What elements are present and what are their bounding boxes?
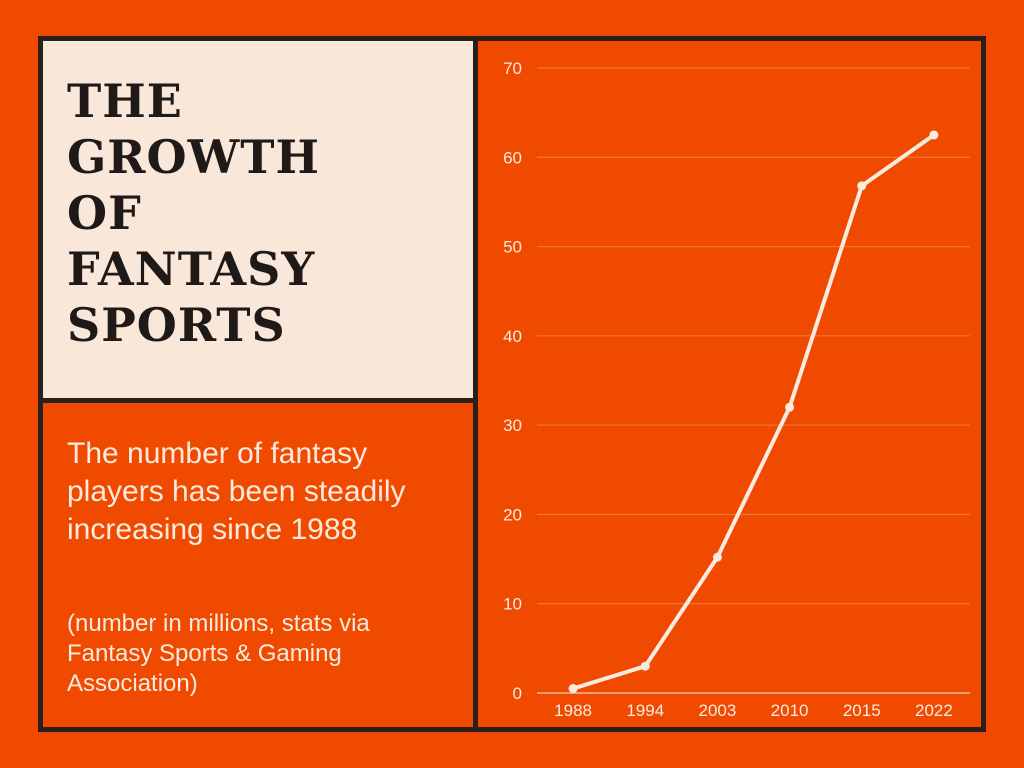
subtitle: The number of fantasy players has been s… — [67, 437, 406, 546]
series-line-fantasy-players — [571, 132, 936, 691]
infographic-frame: THE GROWTH OF FANTASY SPORTS The number … — [38, 36, 986, 732]
gridlines — [537, 67, 970, 694]
y-tick-label: 50 — [503, 238, 522, 257]
data-point — [929, 130, 939, 140]
data-point — [712, 552, 722, 562]
y-tick-label: 40 — [503, 327, 522, 346]
x-tick-label: 2003 — [699, 701, 737, 720]
x-tick-label: 2015 — [843, 701, 881, 720]
y-tick-label: 70 — [503, 59, 522, 78]
x-tick-label: 1994 — [626, 701, 664, 720]
y-tick-label: 30 — [503, 416, 522, 435]
data-point — [640, 661, 650, 671]
y-tick-label: 20 — [503, 505, 522, 524]
y-tick-label: 10 — [503, 595, 522, 614]
title-panel: THE GROWTH OF FANTASY SPORTS — [43, 41, 478, 403]
data-point — [568, 684, 578, 694]
source-note: (number in millions, stats via Fantasy S… — [67, 610, 370, 697]
page-title: THE GROWTH OF FANTASY SPORTS — [67, 74, 320, 352]
series-layer — [568, 130, 939, 694]
description-panel: The number of fantasy players has been s… — [43, 403, 478, 732]
tick-labels: 0 10 20 30 40 50 60 70 1988 1994 2003 2010 2015 2022 — [503, 59, 953, 720]
data-point — [785, 402, 795, 412]
y-tick-label: 0 — [513, 684, 522, 703]
x-tick-label: 1988 — [554, 701, 592, 720]
data-point — [857, 181, 867, 191]
y-tick-label: 60 — [503, 148, 522, 167]
line-chart: 0 10 20 30 40 50 60 70 1988 1994 2003 2010 2015 2022 — [503, 59, 970, 720]
chart-panel: 0 10 20 30 40 50 60 70 1988 1994 2003 2010 2015 2022 — [478, 41, 981, 732]
x-tick-label: 2022 — [915, 701, 953, 720]
x-tick-label: 2010 — [771, 701, 809, 720]
